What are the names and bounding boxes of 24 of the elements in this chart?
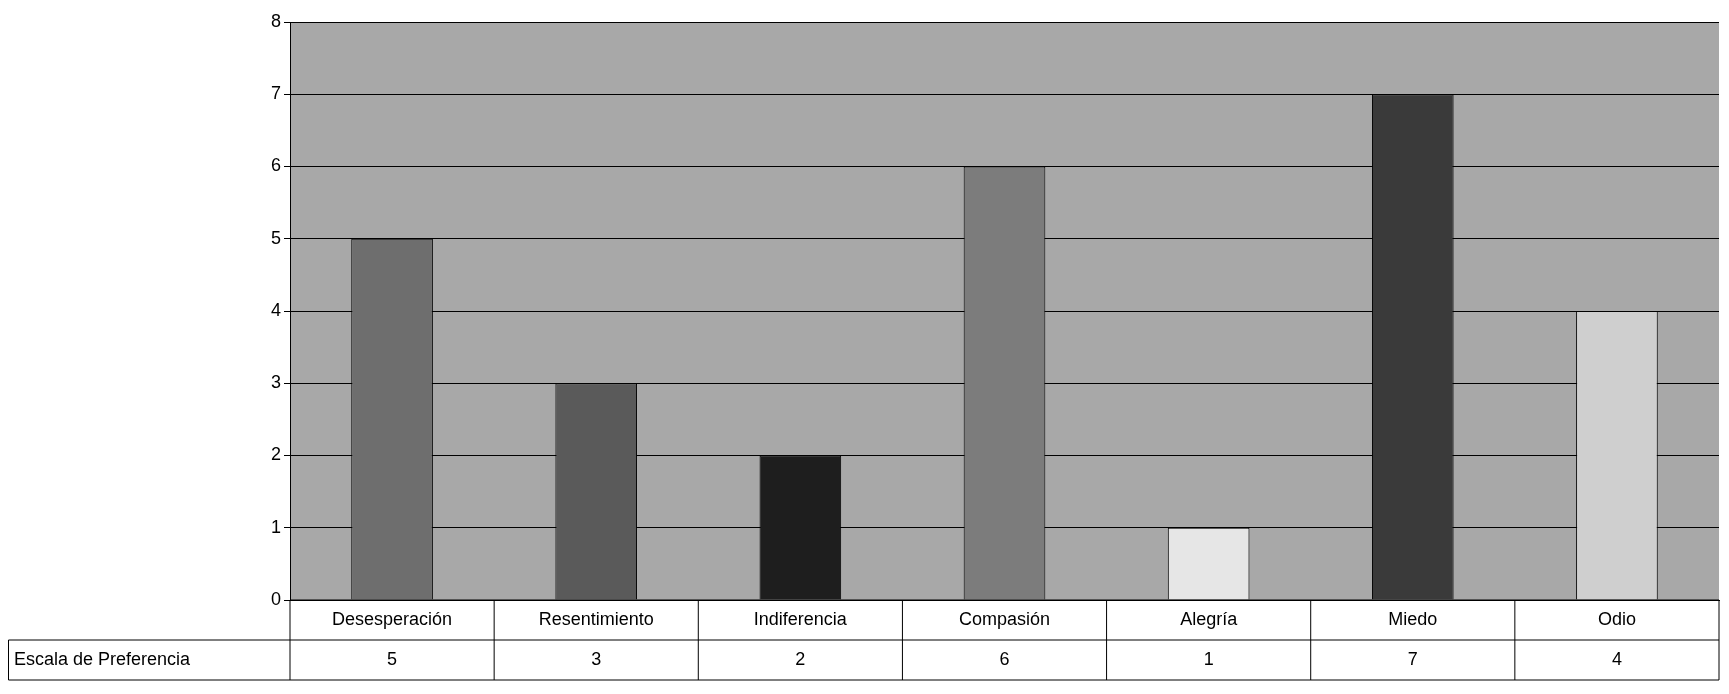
data-label: 6 <box>999 648 1010 669</box>
data-label: 1 <box>1203 648 1214 669</box>
data-label: 4 <box>1611 648 1622 669</box>
data-label: 2 <box>795 648 806 669</box>
y-tick-label: 4 <box>270 299 281 320</box>
text: Escala de Preferencia <box>14 648 192 669</box>
y-tick-label: 5 <box>270 227 281 248</box>
y-tick-label: 2 <box>270 444 281 465</box>
y-tick-label: 3 <box>270 372 281 393</box>
x-tick-label: Compasión <box>958 608 1051 629</box>
data-label: 7 <box>1407 648 1418 669</box>
y-tick-label: 0 <box>270 588 281 609</box>
x-tick-label: Alegría <box>1180 608 1239 629</box>
data-label: 3 <box>591 648 602 669</box>
x-tick-label: Odio <box>1597 608 1636 629</box>
x-tick-label: Miedo <box>1388 608 1438 629</box>
x-tick-label: Resentimiento <box>538 608 654 629</box>
x-tick-label: Desesperación <box>332 608 453 629</box>
y-tick-label: 1 <box>270 516 281 537</box>
y-tick-label: 6 <box>270 155 281 176</box>
x-tick-label: Indiferencia <box>753 608 848 629</box>
y-tick-label: 8 <box>270 10 281 31</box>
data-label: 5 <box>387 648 398 669</box>
y-tick-label: 7 <box>270 83 281 104</box>
